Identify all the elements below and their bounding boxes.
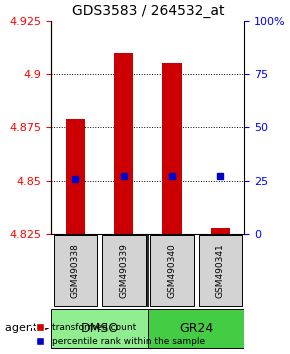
Title: GDS3583 / 264532_at: GDS3583 / 264532_at <box>72 4 224 18</box>
FancyBboxPatch shape <box>51 309 148 348</box>
FancyBboxPatch shape <box>148 309 244 348</box>
Bar <box>66 119 85 234</box>
Text: GSM490339: GSM490339 <box>119 243 128 298</box>
Text: DMSO: DMSO <box>81 322 119 335</box>
Text: GR24: GR24 <box>179 322 213 335</box>
Text: GSM490338: GSM490338 <box>71 243 80 298</box>
FancyBboxPatch shape <box>102 235 146 306</box>
Bar <box>162 63 182 234</box>
Text: agent ▶: agent ▶ <box>5 324 49 333</box>
Bar <box>114 53 133 234</box>
FancyBboxPatch shape <box>54 235 97 306</box>
Bar <box>211 228 230 234</box>
FancyBboxPatch shape <box>199 235 242 306</box>
Text: GSM490340: GSM490340 <box>168 243 177 298</box>
Text: GSM490341: GSM490341 <box>216 243 225 298</box>
FancyBboxPatch shape <box>150 235 194 306</box>
Legend: transformed count, percentile rank within the sample: transformed count, percentile rank withi… <box>28 320 209 349</box>
